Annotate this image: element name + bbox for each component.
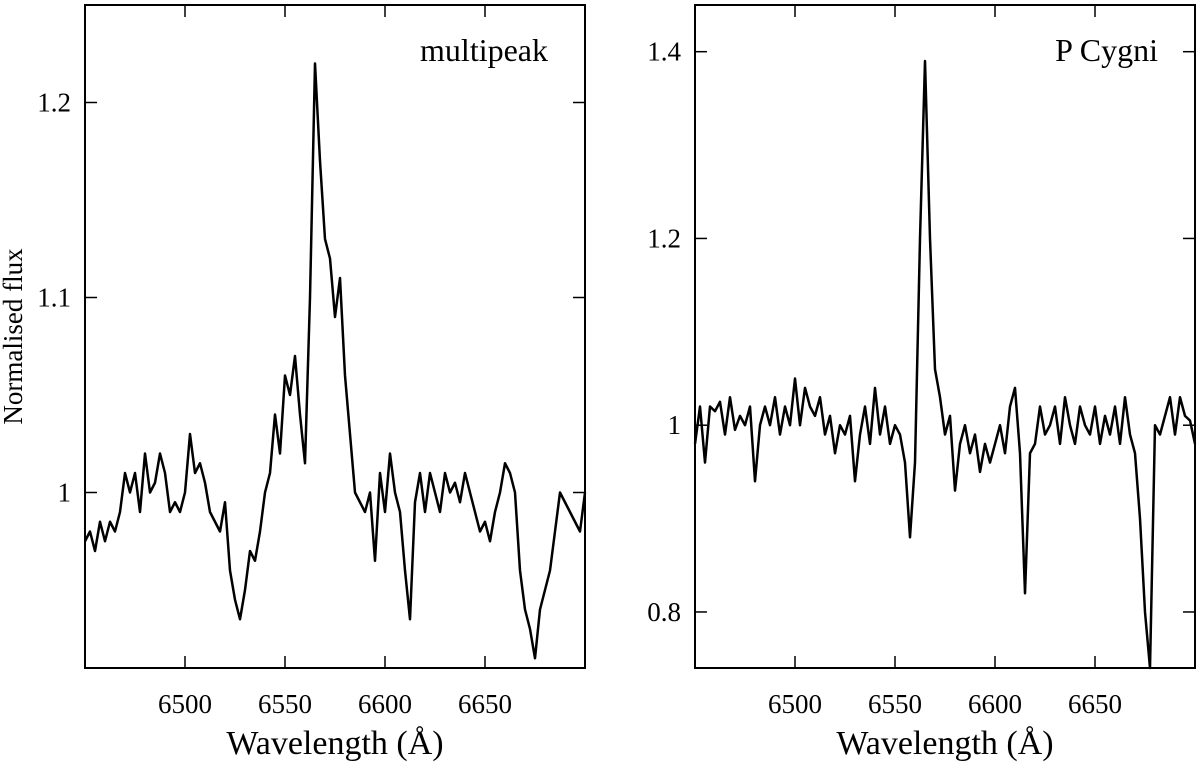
- spectrum-line: [693, 59, 1197, 670]
- y-tick-label: 1: [668, 410, 682, 440]
- x-tick-label: 6600: [358, 689, 412, 719]
- y-tick-label: 1.2: [37, 88, 71, 118]
- y-tick-label: 1.2: [647, 223, 681, 253]
- plot-frame: [84, 4, 586, 669]
- y-tick-label: 1.1: [37, 283, 71, 313]
- x-tick-label: 6600: [968, 689, 1022, 719]
- x-tick-label: 6550: [868, 689, 922, 719]
- x-tick-label: 6500: [768, 689, 822, 719]
- x-tick-label: 6650: [1068, 689, 1122, 719]
- x-tick-label: 6500: [158, 689, 212, 719]
- y-tick-label: 1: [58, 478, 72, 508]
- spectrum-line: [83, 62, 587, 660]
- x-tick-label: 6650: [458, 689, 512, 719]
- x-axis-label: Wavelength (Å): [226, 725, 443, 762]
- annotation: multipeak: [420, 32, 548, 68]
- y-tick-label: 0.8: [647, 597, 681, 627]
- x-tick-label: 6550: [258, 689, 312, 719]
- annotation: P Cygni: [1055, 32, 1158, 68]
- y-tick-label: 1.4: [647, 37, 681, 67]
- y-axis-label: Normalised flux: [0, 248, 28, 425]
- x-axis-label: Wavelength (Å): [836, 725, 1053, 762]
- plot-frame: [694, 4, 1196, 669]
